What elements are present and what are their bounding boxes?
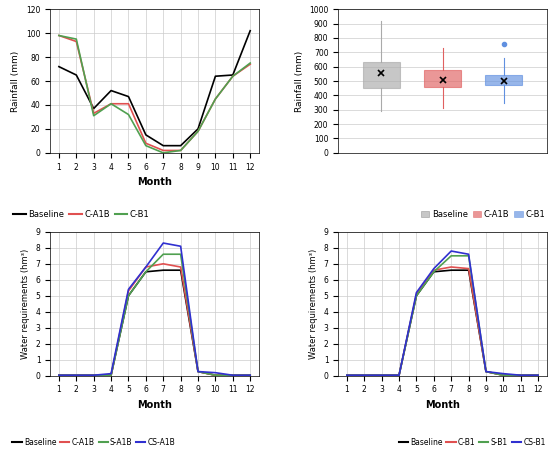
X-axis label: Month: Month [425, 400, 460, 410]
Legend: Baseline, C-B1, S-B1, CS-B1: Baseline, C-B1, S-B1, CS-B1 [396, 435, 549, 450]
Y-axis label: Rainfall (mm): Rainfall (mm) [295, 50, 304, 112]
Y-axis label: Rainfall (mm): Rainfall (mm) [12, 50, 21, 112]
Legend: Baseline, C-A1B, C-B1: Baseline, C-A1B, C-B1 [9, 207, 153, 223]
PathPatch shape [424, 70, 461, 87]
Legend: Baseline, C-A1B, S-A1B, CS-A1B: Baseline, C-A1B, S-A1B, CS-A1B [9, 435, 179, 450]
Legend: Baseline, C-A1B, C-B1: Baseline, C-A1B, C-B1 [418, 207, 549, 223]
Y-axis label: Water requirements (hm³): Water requirements (hm³) [21, 249, 30, 359]
PathPatch shape [363, 62, 400, 88]
X-axis label: Month: Month [137, 177, 172, 187]
PathPatch shape [485, 75, 522, 85]
Y-axis label: Water requirements (hm³): Water requirements (hm³) [309, 249, 318, 359]
X-axis label: Month: Month [137, 400, 172, 410]
